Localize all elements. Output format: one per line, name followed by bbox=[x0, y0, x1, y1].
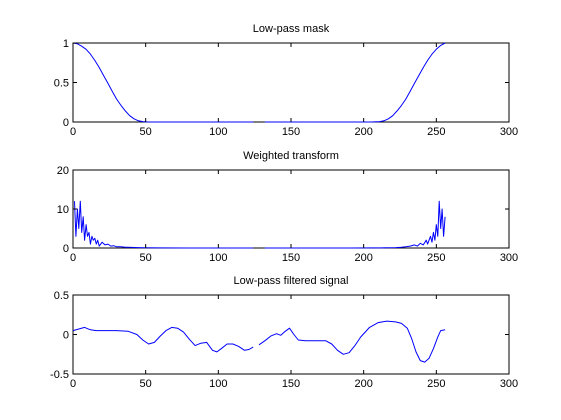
x-tick-label: 50 bbox=[140, 252, 152, 264]
plot-area bbox=[72, 320, 446, 363]
tick-marks: 0 50 100 150 200 250 300 0 0.5 1 bbox=[54, 38, 518, 138]
x-tick-label: 300 bbox=[500, 252, 518, 264]
x-tick-label: 150 bbox=[282, 126, 300, 138]
y-tick-label: -0.5 bbox=[50, 369, 69, 381]
series-line-segment bbox=[72, 326, 254, 353]
y-tick-label: 0.5 bbox=[54, 78, 69, 90]
subplot-low-pass-mask: Low-pass mask 0 50 100 150 200 250 300 0 0.5 1 bbox=[54, 23, 518, 138]
x-tick-label: 150 bbox=[282, 378, 300, 390]
x-tick-label: 0 bbox=[70, 378, 76, 390]
y-tick-label: 0 bbox=[63, 330, 69, 342]
x-tick-label: 100 bbox=[209, 378, 227, 390]
x-tick-label: 0 bbox=[70, 126, 76, 138]
series-line-segment bbox=[264, 42, 446, 123]
x-tick-label: 250 bbox=[427, 378, 445, 390]
x-tick-label: 200 bbox=[354, 252, 372, 264]
x-tick-label: 250 bbox=[427, 126, 445, 138]
y-tick-label: 20 bbox=[57, 165, 69, 177]
subplot-title: Weighted transform bbox=[243, 150, 339, 162]
subplot-low-pass-filtered-signal: Low-pass filtered signal 0 50 100 150 200 250… bbox=[50, 275, 518, 390]
y-tick-label: 0 bbox=[63, 243, 69, 255]
x-tick-label: 200 bbox=[354, 378, 372, 390]
series-line-segment bbox=[72, 42, 254, 123]
series-line-segment bbox=[74, 200, 254, 249]
subplot-title: Low-pass mask bbox=[253, 23, 330, 35]
x-tick-label: 0 bbox=[70, 252, 76, 264]
x-tick-label: 300 bbox=[500, 378, 518, 390]
x-tick-label: 250 bbox=[427, 252, 445, 264]
y-tick-label: 1 bbox=[63, 38, 69, 50]
x-tick-label: 150 bbox=[282, 252, 300, 264]
y-tick-label: 0 bbox=[63, 117, 69, 129]
axes-box bbox=[72, 169, 510, 249]
y-tick-label: 10 bbox=[57, 204, 69, 216]
x-tick-label: 300 bbox=[500, 126, 518, 138]
tick-marks: 0 50 100 150 200 250 300 0 10 20 bbox=[57, 165, 518, 264]
subplot-title: Low-pass filtered signal bbox=[234, 275, 349, 287]
subplot-weighted-transform: Weighted transform 0 50 100 150 200 250 300 0 10… bbox=[57, 150, 518, 264]
series-line-segment bbox=[264, 200, 446, 249]
y-tick-label: 0.5 bbox=[54, 290, 69, 302]
x-tick-label: 100 bbox=[209, 126, 227, 138]
series-line-segment bbox=[258, 320, 446, 363]
plot-area bbox=[74, 200, 446, 249]
tick-marks: 0 50 100 150 200 250 300-0.500.5 bbox=[50, 290, 518, 390]
x-tick-label: 50 bbox=[140, 378, 152, 390]
x-tick-label: 50 bbox=[140, 126, 152, 138]
x-tick-label: 100 bbox=[209, 252, 227, 264]
axes-box bbox=[72, 42, 510, 123]
x-tick-label: 200 bbox=[354, 126, 372, 138]
plot-area bbox=[72, 42, 446, 123]
axes-box bbox=[72, 294, 510, 375]
